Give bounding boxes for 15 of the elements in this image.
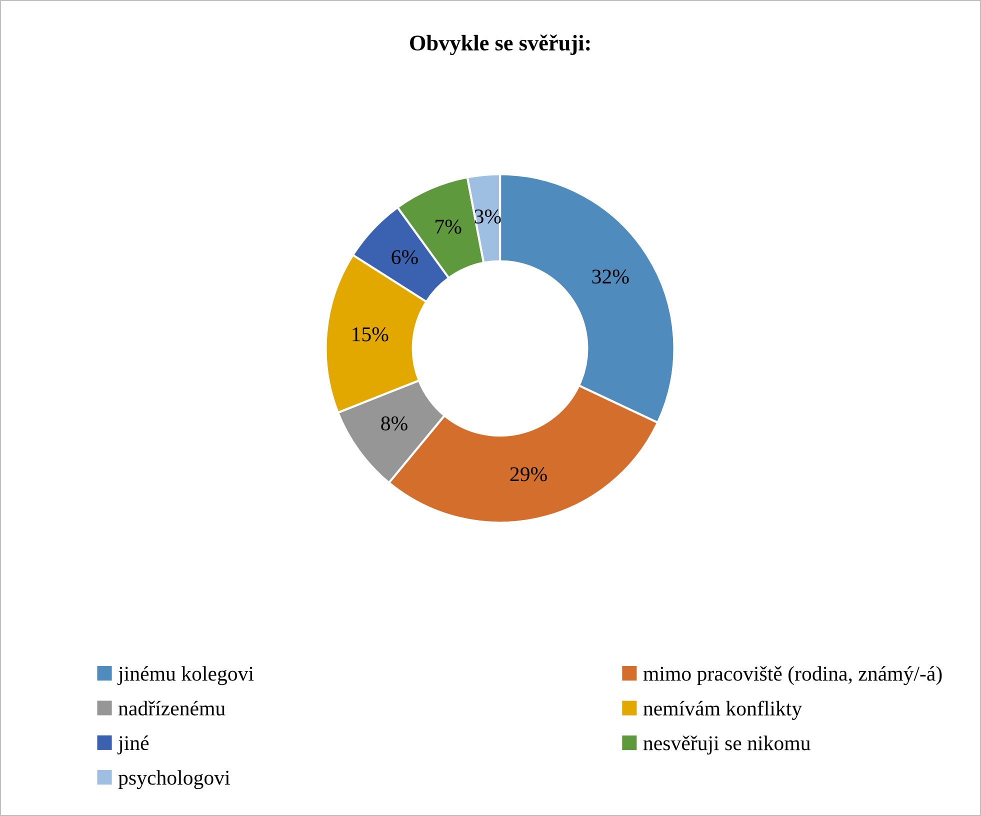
data-label: 32%: [592, 270, 629, 284]
data-label: 29%: [510, 467, 547, 482]
chart-title: Obvykle se svěřuji:: [410, 34, 590, 56]
data-label: 6%: [392, 250, 418, 264]
data-label: 15%: [352, 327, 388, 342]
legend-label: jinému kolegovi: [117, 666, 254, 686]
data-label: 3%: [474, 209, 501, 224]
legend-label: nesvěřuji se nikomu: [643, 736, 810, 755]
legend-label: mimo pracoviště (rodina, známý/-á): [643, 666, 942, 686]
legend-label: nadřízenému: [118, 700, 226, 716]
legend-label: jiné: [117, 735, 149, 754]
data-label: 8%: [381, 416, 408, 431]
legend-label: nemívám konflikty: [643, 700, 802, 720]
data-label: 7%: [436, 220, 462, 234]
legend-label: psychologovi: [118, 770, 230, 790]
